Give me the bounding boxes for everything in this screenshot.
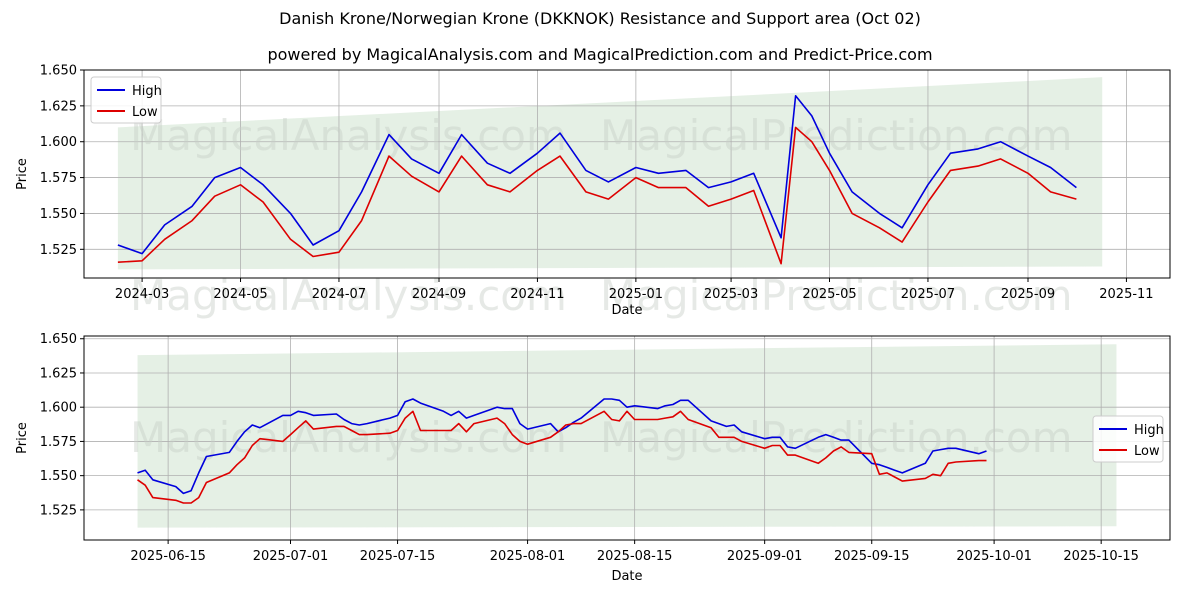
chart1-x-tick-label: 2024-11 bbox=[510, 287, 564, 302]
chart1-x-tick-label: 2025-07 bbox=[901, 287, 955, 302]
chart1-x-tick-label: 2025-05 bbox=[802, 287, 856, 302]
chart1-x-tick-label: 2025-09 bbox=[1001, 287, 1055, 302]
chart1-x-tick-label: 2024-05 bbox=[213, 287, 267, 302]
chart2-axes-frame bbox=[83, 335, 1171, 541]
chart1-legend-label-high: High bbox=[132, 84, 162, 99]
chart2-x-axis-label: Date bbox=[611, 569, 642, 584]
chart2-series-low bbox=[137, 410, 987, 504]
chart1-support-band bbox=[117, 77, 1103, 270]
chart1-x-axis-label: Date bbox=[611, 303, 642, 318]
chart1-x-tick-label: 2025-01 bbox=[609, 287, 663, 302]
chart1-y-tick-label: 1.575 bbox=[40, 171, 77, 186]
chart1-series-low bbox=[117, 126, 1077, 265]
chart2-x-tick-label: 2025-09-01 bbox=[727, 549, 803, 564]
chart2-legend-label-low: Low bbox=[1134, 444, 1160, 459]
chart2-x-tick-label: 2025-06-15 bbox=[130, 549, 206, 564]
chart1-x-tick-label: 2025-03 bbox=[704, 287, 758, 302]
chart2-x-tick-label: 2025-07-15 bbox=[360, 549, 436, 564]
chart1-legend-label-low: Low bbox=[132, 105, 158, 120]
chart2-legend-label-high: High bbox=[1134, 423, 1164, 438]
chart1-watermark: MagicalPrediction.com bbox=[600, 111, 1073, 160]
chart2-x-tick-label: 2025-09-15 bbox=[834, 549, 910, 564]
chart2-x-tick-label: 2025-08-01 bbox=[490, 549, 566, 564]
chart1-y-axis-label: Price bbox=[15, 158, 30, 190]
chart2-x-tick-label: 2025-10-15 bbox=[1063, 549, 1139, 564]
chart2-legend: High Low bbox=[1092, 415, 1164, 463]
chart2-y-tick-label: 1.550 bbox=[40, 469, 77, 484]
chart2-y-tick-label: 1.600 bbox=[40, 401, 77, 416]
chart1-legend: High Low bbox=[90, 76, 162, 124]
chart1-y-tick-label: 1.550 bbox=[40, 207, 77, 222]
chart1-watermark: MagicalAnalysis.com bbox=[130, 111, 567, 160]
chart2-y-tick-label: 1.575 bbox=[40, 435, 77, 450]
chart1-y-tick-label: 1.525 bbox=[40, 243, 77, 258]
chart1-x-tick-label: 2024-07 bbox=[312, 287, 366, 302]
chart2-x-tick-label: 2025-08-15 bbox=[597, 549, 673, 564]
chart2-y-tick-label: 1.650 bbox=[40, 332, 77, 347]
chart1-x-tick-label: 2024-09 bbox=[412, 287, 466, 302]
chart1-watermark: MagicalPrediction.com bbox=[600, 271, 1073, 320]
chart2: MagicalAnalysis.com MagicalPrediction.com… bbox=[15, 332, 1171, 584]
chart-subtitle: powered by MagicalAnalysis.com and Magic… bbox=[267, 45, 933, 64]
chart2-y-tick-label: 1.625 bbox=[40, 366, 77, 381]
chart1-x-tick-label: 2025-11 bbox=[1099, 287, 1153, 302]
chart1-y-tick-label: 1.650 bbox=[40, 64, 77, 79]
chart2-x-tick-label: 2025-10-01 bbox=[956, 549, 1032, 564]
chart1-x-tick-label: 2024-03 bbox=[115, 287, 169, 302]
chart2-y-axis-label: Price bbox=[15, 422, 30, 454]
chart1-series-high bbox=[117, 95, 1077, 255]
chart1-watermark: MagicalAnalysis.com bbox=[130, 271, 567, 320]
chart1-y-tick-label: 1.600 bbox=[40, 135, 77, 150]
chart2-series-high bbox=[137, 398, 987, 495]
chart1: MagicalAnalysis.com MagicalPrediction.com… bbox=[15, 64, 1171, 320]
chart1-y-tick-label: 1.625 bbox=[40, 99, 77, 114]
chart2-y-tick-label: 1.525 bbox=[40, 503, 77, 518]
chart1-axes-frame bbox=[83, 69, 1171, 279]
chart2-x-tick-label: 2025-07-01 bbox=[253, 549, 329, 564]
chart-title: Danish Krone/Norwegian Krone (DKKNOK) Re… bbox=[279, 9, 921, 28]
